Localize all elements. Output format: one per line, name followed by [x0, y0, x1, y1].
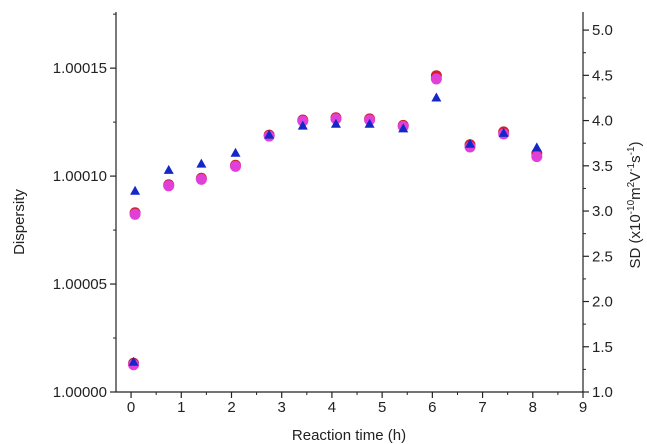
x-tick-label: 8 [529, 399, 537, 416]
y-right-tick-label: 2.5 [592, 248, 613, 265]
x-axis-title: Reaction time (h) [292, 427, 406, 444]
data-point-triangle [498, 127, 509, 137]
x-tick-label: 3 [278, 399, 286, 416]
data-point-triangle [163, 164, 174, 174]
y-right-tick-label: 5.0 [592, 22, 613, 39]
ticks: 0 1 2 3 4 5 6 7 8 9 1.00000 1.00005 1.00010 1.00015 1.… [53, 13, 613, 416]
data-point-triangle [330, 118, 341, 128]
data-point-triangle [297, 120, 308, 130]
x-tick-label: 9 [579, 399, 587, 416]
x-tick-label: 2 [227, 399, 235, 416]
y-right-tick-label: 1.0 [592, 384, 613, 401]
y-right-tick-label: 3.5 [592, 158, 613, 175]
x-tick-label: 1 [177, 399, 185, 416]
x-tick-label: 0 [127, 399, 135, 416]
x-tick-label: 4 [328, 399, 336, 416]
data-point-triangle [264, 129, 275, 139]
data-point-circle [531, 151, 543, 163]
x-tick-label: 5 [378, 399, 386, 416]
data-point-circle [230, 160, 242, 172]
data-point-triangle [531, 142, 542, 152]
y-right-tick-label: 4.0 [592, 113, 613, 130]
data-point-triangle [128, 356, 139, 366]
data-point-triangle [398, 123, 409, 133]
x-tick-label: 7 [478, 399, 486, 416]
data-point-circle [163, 180, 175, 192]
axes [115, 12, 584, 393]
data-point-circle [129, 208, 141, 220]
data-points [128, 70, 543, 371]
data-point-circle [430, 73, 442, 85]
data-point-triangle [431, 92, 442, 102]
y-left-axis-title: Dispersity [11, 189, 28, 255]
data-point-triangle [196, 158, 207, 168]
y-right-tick-label: 1.5 [592, 339, 613, 356]
data-point-triangle [465, 138, 476, 148]
y-left-tick-label: 1.00005 [53, 276, 107, 293]
y-right-tick-label: 4.5 [592, 67, 613, 84]
data-point-triangle [364, 118, 375, 128]
y-left-tick-label: 1.00010 [53, 168, 107, 185]
data-point-triangle [130, 185, 141, 195]
x-tick-label: 6 [428, 399, 436, 416]
data-point-circle [195, 173, 207, 185]
y-left-tick-label: 1.00015 [53, 60, 107, 77]
y-right-axis-title: SD (x10-10m2V-1s-1) [626, 141, 644, 268]
y-right-tick-label: 2.0 [592, 294, 613, 311]
y-left-tick-label: 1.00000 [53, 384, 107, 401]
y-right-tick-label: 3.0 [592, 203, 613, 220]
data-point-triangle [230, 147, 241, 157]
